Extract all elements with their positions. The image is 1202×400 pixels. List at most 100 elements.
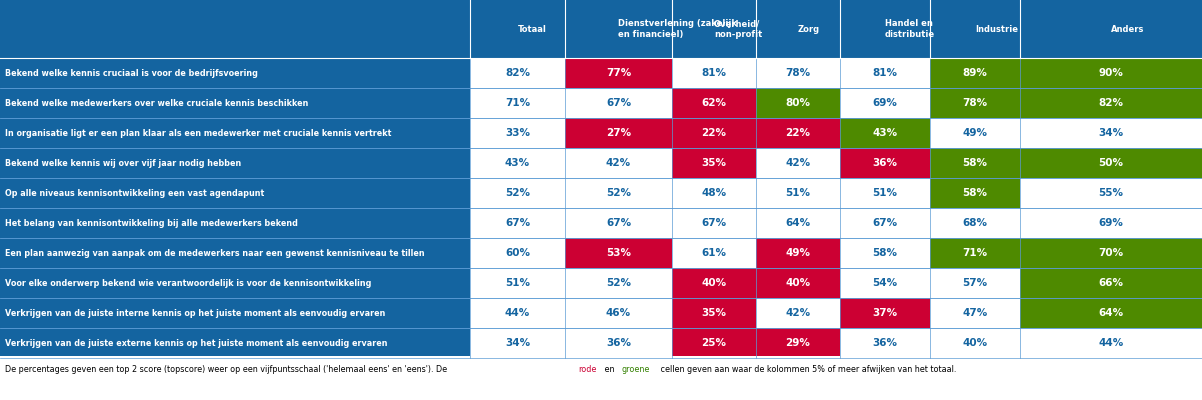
Text: 35%: 35% xyxy=(702,158,726,168)
Text: 29%: 29% xyxy=(786,338,810,348)
Text: 34%: 34% xyxy=(1099,128,1124,138)
Bar xyxy=(756,328,840,358)
Bar xyxy=(840,118,930,148)
Text: Verkrijgen van de juiste externe kennis op het juiste moment als eenvoudig ervar: Verkrijgen van de juiste externe kennis … xyxy=(5,338,387,348)
Text: 40%: 40% xyxy=(785,278,810,288)
Text: 51%: 51% xyxy=(505,278,530,288)
Bar xyxy=(470,88,565,118)
Bar xyxy=(930,0,1020,58)
Bar xyxy=(840,178,930,208)
Bar xyxy=(756,238,840,268)
Bar xyxy=(930,238,1020,268)
Bar xyxy=(470,298,565,328)
Bar xyxy=(565,148,672,178)
Text: 52%: 52% xyxy=(606,278,631,288)
Text: 62%: 62% xyxy=(702,98,726,108)
Text: 58%: 58% xyxy=(963,188,988,198)
Bar xyxy=(0,238,470,268)
Bar xyxy=(0,178,470,208)
Bar xyxy=(672,238,756,268)
Text: rode: rode xyxy=(578,364,597,374)
Text: 66%: 66% xyxy=(1099,278,1124,288)
Text: 81%: 81% xyxy=(873,68,898,78)
Text: 47%: 47% xyxy=(963,308,988,318)
Text: 71%: 71% xyxy=(963,248,988,258)
Bar xyxy=(470,58,565,88)
Bar xyxy=(840,88,930,118)
Bar xyxy=(1020,298,1202,328)
Bar xyxy=(756,0,840,58)
Bar xyxy=(756,148,840,178)
Bar xyxy=(672,268,756,298)
Bar xyxy=(756,178,840,208)
Text: 36%: 36% xyxy=(606,338,631,348)
Bar xyxy=(930,148,1020,178)
Bar xyxy=(0,268,470,298)
Bar xyxy=(470,0,565,58)
Bar xyxy=(756,58,840,88)
Text: 61%: 61% xyxy=(702,248,726,258)
Bar xyxy=(0,118,470,148)
Text: 71%: 71% xyxy=(505,98,530,108)
Text: 44%: 44% xyxy=(1099,338,1124,348)
Bar xyxy=(930,208,1020,238)
Bar xyxy=(565,268,672,298)
Bar xyxy=(930,88,1020,118)
Text: 52%: 52% xyxy=(606,188,631,198)
Text: Totaal: Totaal xyxy=(518,24,547,34)
Text: 44%: 44% xyxy=(505,308,530,318)
Text: 69%: 69% xyxy=(873,98,898,108)
Text: 34%: 34% xyxy=(505,338,530,348)
Bar xyxy=(672,88,756,118)
Bar xyxy=(565,118,672,148)
Bar xyxy=(565,88,672,118)
Text: De percentages geven een top 2 score (topscore) weer op een vijfpuntsschaal ('he: De percentages geven een top 2 score (to… xyxy=(5,364,450,374)
Text: 67%: 67% xyxy=(873,218,898,228)
Text: 68%: 68% xyxy=(963,218,988,228)
Text: 49%: 49% xyxy=(785,248,810,258)
Bar xyxy=(756,118,840,148)
Text: 51%: 51% xyxy=(873,188,898,198)
Text: Bekend welke kennis cruciaal is voor de bedrijfsvoering: Bekend welke kennis cruciaal is voor de … xyxy=(5,68,258,78)
Text: Industrie: Industrie xyxy=(975,24,1018,34)
Bar xyxy=(0,58,470,88)
Text: 57%: 57% xyxy=(963,278,988,288)
Bar xyxy=(840,238,930,268)
Bar xyxy=(840,148,930,178)
Bar xyxy=(1020,268,1202,298)
Bar xyxy=(672,328,756,358)
Text: groene: groene xyxy=(621,364,650,374)
Text: 90%: 90% xyxy=(1099,68,1124,78)
Text: 49%: 49% xyxy=(963,128,988,138)
Text: 22%: 22% xyxy=(785,128,810,138)
Text: 70%: 70% xyxy=(1099,248,1124,258)
Text: cellen geven aan waar de kolommen 5% of meer afwijken van het totaal.: cellen geven aan waar de kolommen 5% of … xyxy=(659,364,957,374)
Bar xyxy=(1020,148,1202,178)
Bar xyxy=(565,238,672,268)
Text: 50%: 50% xyxy=(1099,158,1124,168)
Text: 80%: 80% xyxy=(785,98,810,108)
Text: In organisatie ligt er een plan klaar als een medewerker met cruciale kennis ver: In organisatie ligt er een plan klaar al… xyxy=(5,128,392,138)
Text: 78%: 78% xyxy=(785,68,810,78)
Text: Het belang van kennisontwikkeling bij alle medewerkers bekend: Het belang van kennisontwikkeling bij al… xyxy=(5,218,298,228)
Text: 78%: 78% xyxy=(963,98,988,108)
Bar xyxy=(565,0,672,58)
Text: 58%: 58% xyxy=(963,158,988,168)
Bar xyxy=(840,208,930,238)
Bar xyxy=(840,268,930,298)
Text: Op alle niveaus kennisontwikkeling een vast agendapunt: Op alle niveaus kennisontwikkeling een v… xyxy=(5,188,264,198)
Text: 40%: 40% xyxy=(963,338,988,348)
Bar xyxy=(672,58,756,88)
Text: 67%: 67% xyxy=(505,218,530,228)
Text: 40%: 40% xyxy=(702,278,726,288)
Text: 64%: 64% xyxy=(785,218,810,228)
Text: Anders: Anders xyxy=(1111,24,1144,34)
Text: 64%: 64% xyxy=(1099,308,1124,318)
Bar xyxy=(565,178,672,208)
Text: 42%: 42% xyxy=(785,158,810,168)
Bar xyxy=(1020,328,1202,358)
Text: Verkrijgen van de juiste interne kennis op het juiste moment als eenvoudig ervar: Verkrijgen van de juiste interne kennis … xyxy=(5,308,386,318)
Text: 77%: 77% xyxy=(606,68,631,78)
Text: 43%: 43% xyxy=(873,128,898,138)
Text: Een plan aanwezig van aanpak om de medewerkers naar een gewenst kennisniveau te : Een plan aanwezig van aanpak om de medew… xyxy=(5,248,424,258)
